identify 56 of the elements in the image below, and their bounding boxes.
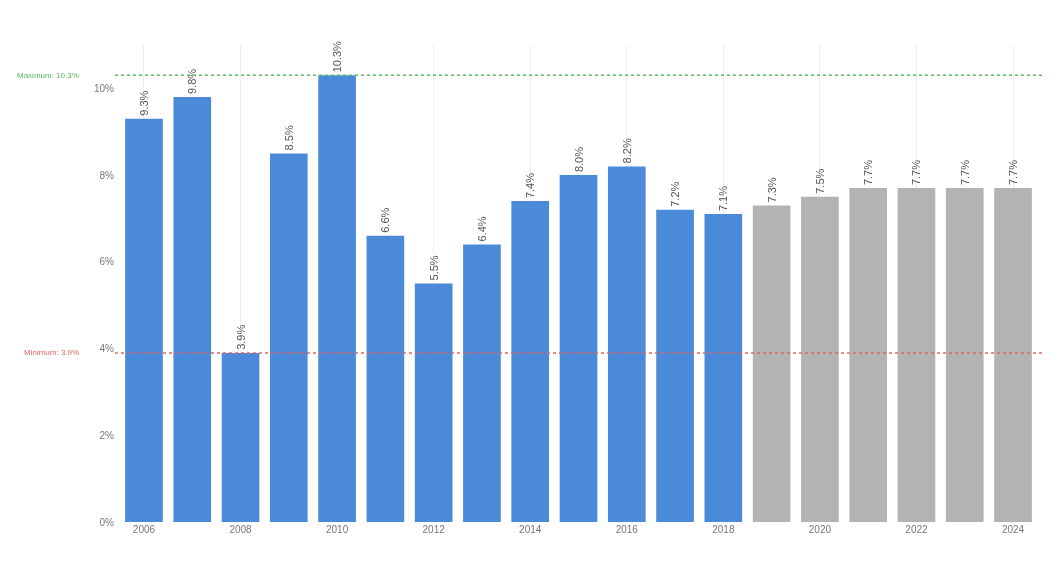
bar	[849, 188, 888, 522]
bar	[125, 118, 163, 522]
bar	[945, 188, 984, 522]
x-tick-label: 2014	[519, 524, 542, 535]
data-label: 8.2%	[620, 138, 633, 164]
bar	[318, 75, 356, 522]
data-label: 9.3%	[137, 90, 150, 116]
bar	[752, 205, 791, 522]
ref-line-label: Minimum: 3.9%	[24, 348, 80, 357]
data-label: 7.1%	[717, 185, 730, 212]
bar	[221, 352, 260, 522]
data-label: 8.0%	[572, 146, 585, 173]
data-label: 5.5%	[427, 255, 440, 281]
x-tick-label: 2008	[229, 524, 253, 535]
bar	[994, 188, 1032, 522]
x-tick-label: 2012	[422, 524, 446, 535]
x-tick-label: 2022	[905, 524, 929, 535]
bar	[463, 244, 501, 522]
data-label: 7.7%	[862, 159, 875, 186]
data-label: 10.3%	[331, 40, 344, 73]
data-label: 8.5%	[282, 125, 295, 151]
y-tick-label: 6%	[99, 256, 115, 268]
bar	[656, 209, 694, 522]
data-label: 7.3%	[765, 177, 778, 203]
x-tick-label: 2018	[712, 524, 735, 535]
x-tick-label: 2006	[132, 524, 156, 535]
ref-line-label: Maximum: 10.3%	[17, 71, 79, 80]
bar	[511, 201, 550, 522]
bar	[414, 283, 453, 522]
data-label: 7.4%	[524, 172, 537, 199]
bar	[897, 188, 936, 522]
bar	[704, 214, 743, 522]
data-label: 7.7%	[910, 159, 923, 186]
bar	[269, 153, 308, 522]
data-label: 7.7%	[1007, 159, 1020, 186]
bar	[607, 166, 646, 522]
y-tick-label: 10%	[93, 82, 115, 94]
bar	[559, 175, 598, 522]
data-label: 9.8%	[186, 68, 199, 95]
y-tick-label: 2%	[99, 429, 115, 441]
x-tick-label: 2020	[808, 524, 832, 535]
data-label: 7.7%	[958, 159, 971, 186]
bar	[801, 196, 839, 522]
data-label: 6.4%	[475, 216, 488, 242]
bar	[366, 235, 405, 522]
y-tick-label: 0%	[99, 516, 115, 528]
x-tick-label: 2016	[615, 524, 639, 535]
x-tick-label: 2024	[1001, 524, 1025, 535]
data-label: 7.5%	[813, 168, 826, 194]
data-label: 6.6%	[379, 207, 392, 233]
y-tick-label: 4%	[99, 343, 115, 355]
x-tick-label: 2010	[325, 524, 349, 535]
y-tick-label: 8%	[99, 169, 115, 181]
data-label: 3.9%	[234, 324, 247, 350]
bar	[173, 97, 212, 522]
data-label: 7.2%	[669, 181, 682, 207]
